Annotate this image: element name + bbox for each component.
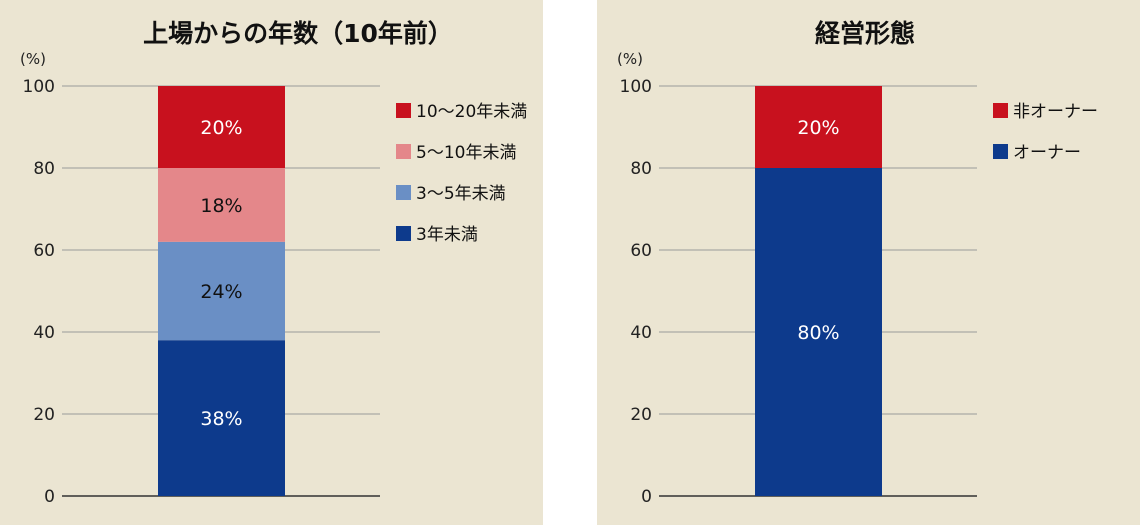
data-label: 18% (200, 195, 242, 217)
chart-panel-years-since-listing: 上場からの年数（10年前） (%) 0 20 40 60 80 100 38% 24% 18%… (0, 0, 543, 525)
chart-years-since-listing: 上場からの年数（10年前） (%) 0 20 40 60 80 100 38% 24% 18%… (20, 19, 527, 507)
y-unit-label: (%) (617, 50, 643, 68)
chart-panel-management-type: 経営形態 (%) 0 20 40 60 80 100 80% 20% 非オーナーオーナー (597, 0, 1140, 525)
bar-segment (755, 86, 882, 168)
bar-segment (158, 241, 285, 341)
legend-swatch (993, 103, 1008, 118)
y-tick-label: 100 (620, 77, 652, 97)
legend-label: 10〜20年未満 (416, 102, 527, 122)
data-label: 24% (200, 281, 242, 303)
y-tick-label: 80 (630, 159, 652, 179)
y-tick-label: 60 (630, 241, 652, 261)
legend-label: 3年未満 (416, 225, 478, 245)
y-tick-labels: 0 20 40 60 80 100 (620, 77, 652, 507)
data-label: 38% (200, 408, 242, 430)
legend-swatch (396, 185, 411, 200)
y-tick-label: 80 (33, 159, 55, 179)
stacked-bar: 80% 20% (755, 86, 882, 496)
legend-label: 非オーナー (1013, 102, 1098, 122)
y-tick-label: 100 (23, 77, 55, 97)
chart-title: 経営形態 (815, 19, 915, 48)
legend: 10〜20年未満 5〜10年未満 3〜5年未満 3年未満 (396, 102, 527, 245)
y-unit-label: (%) (20, 50, 46, 68)
legend-swatch (396, 144, 411, 159)
chart-title: 上場からの年数（10年前） (143, 19, 453, 48)
stacked-bar: 38% 24% 18% 20% (158, 86, 285, 496)
legend-swatch (396, 103, 411, 118)
legend-swatch (993, 144, 1008, 159)
legend-label: 5〜10年未満 (416, 143, 516, 163)
bar-segment (158, 340, 285, 496)
data-label: 20% (797, 117, 839, 139)
y-tick-labels: 0 20 40 60 80 100 (23, 77, 55, 507)
y-tick-label: 0 (641, 487, 652, 507)
bar-segment (158, 86, 285, 168)
y-tick-label: 40 (33, 323, 55, 343)
y-tick-label: 0 (44, 487, 55, 507)
y-tick-label: 60 (33, 241, 55, 261)
bar-segment (158, 168, 285, 242)
data-label: 80% (797, 322, 839, 344)
y-tick-label: 20 (33, 405, 55, 425)
y-tick-label: 20 (630, 405, 652, 425)
data-label: 20% (200, 117, 242, 139)
legend-label: 3〜5年未満 (416, 184, 506, 204)
legend-label: オーナー (1013, 143, 1081, 163)
bar-segment (755, 168, 882, 496)
y-tick-label: 40 (630, 323, 652, 343)
legend-swatch (396, 226, 411, 241)
